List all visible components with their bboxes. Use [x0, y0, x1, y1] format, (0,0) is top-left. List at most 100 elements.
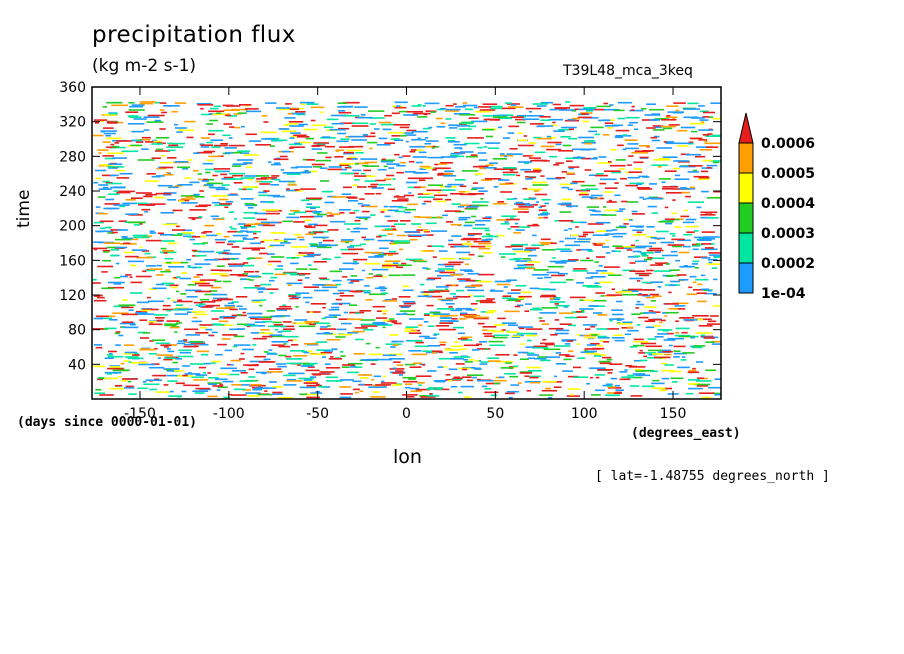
field-streak — [451, 345, 463, 348]
field-streak — [331, 196, 346, 198]
field-streak — [340, 172, 354, 175]
field-streak — [265, 102, 277, 104]
field-streak — [507, 106, 524, 108]
field-streak — [168, 144, 179, 147]
field-streak — [645, 296, 655, 299]
field-streak — [189, 238, 195, 241]
field-streak — [654, 251, 661, 253]
field-streak — [433, 290, 450, 292]
field-streak — [216, 265, 225, 267]
field-streak — [152, 287, 167, 290]
field-streak — [680, 359, 687, 361]
field-streak — [628, 171, 642, 173]
field-streak — [319, 371, 335, 373]
field-streak — [615, 247, 624, 249]
field-streak — [486, 238, 493, 241]
field-streak — [328, 358, 342, 360]
field-streak — [274, 240, 284, 242]
field-streak — [668, 308, 678, 310]
field-streak — [504, 373, 516, 375]
field-streak — [532, 307, 541, 310]
field-streak — [459, 318, 467, 320]
field-streak — [504, 155, 508, 158]
field-streak — [137, 313, 155, 315]
field-streak — [152, 139, 157, 142]
field-streak — [262, 239, 273, 242]
field-streak — [461, 339, 473, 341]
field-streak — [231, 246, 240, 248]
field-streak — [300, 199, 310, 202]
field-streak — [192, 236, 201, 238]
field-streak — [102, 174, 116, 177]
field-streak — [421, 250, 425, 253]
field-streak — [539, 394, 554, 396]
field-streak — [307, 198, 322, 201]
field-streak — [128, 109, 145, 111]
field-streak — [103, 242, 120, 244]
field-streak — [316, 143, 326, 146]
field-streak — [361, 205, 365, 207]
field-streak — [675, 327, 690, 330]
field-streak — [357, 116, 373, 119]
field-streak — [256, 175, 270, 177]
field-streak — [166, 146, 184, 148]
field-streak — [164, 324, 177, 327]
field-streak — [185, 289, 202, 292]
field-streak — [179, 277, 192, 280]
field-streak — [643, 312, 656, 314]
field-streak — [695, 332, 712, 334]
field-streak — [364, 193, 375, 195]
field-streak — [635, 370, 645, 372]
field-streak — [93, 241, 104, 243]
field-streak — [306, 103, 319, 105]
field-streak — [425, 110, 437, 112]
field-streak — [312, 166, 322, 168]
field-streak — [178, 200, 185, 202]
field-streak — [605, 239, 610, 242]
field-streak — [407, 177, 424, 180]
field-streak — [595, 210, 601, 213]
field-streak — [145, 379, 163, 381]
field-streak — [666, 115, 671, 117]
field-streak — [462, 102, 468, 104]
field-streak — [481, 179, 492, 181]
field-streak — [256, 287, 266, 289]
field-streak — [679, 165, 696, 168]
field-streak — [97, 317, 112, 320]
field-streak — [689, 122, 705, 125]
field-streak — [111, 104, 128, 107]
field-streak — [601, 214, 617, 216]
field-streak — [244, 203, 255, 205]
field-streak — [92, 282, 101, 284]
field-streak — [402, 285, 410, 288]
field-streak — [619, 208, 626, 210]
field-streak — [683, 233, 692, 236]
field-streak — [336, 140, 349, 143]
field-streak — [343, 186, 352, 189]
field-streak — [641, 253, 647, 255]
field-streak — [439, 317, 453, 319]
field-streak — [567, 388, 581, 390]
field-streak — [468, 294, 473, 297]
field-streak — [116, 140, 132, 142]
field-streak — [703, 337, 715, 339]
field-streak — [475, 219, 491, 222]
field-streak — [396, 171, 404, 174]
field-streak — [392, 178, 396, 180]
field-streak — [643, 355, 647, 358]
field-streak — [582, 285, 599, 287]
field-streak — [247, 257, 256, 260]
field-streak — [160, 166, 174, 169]
field-streak — [249, 360, 267, 363]
field-streak — [415, 172, 423, 174]
field-streak — [176, 300, 193, 303]
field-streak — [355, 312, 360, 315]
field-streak — [245, 105, 250, 107]
field-streak — [648, 196, 658, 199]
field-streak — [636, 183, 643, 185]
field-streak — [612, 235, 623, 238]
field-streak — [223, 123, 232, 125]
field-streak — [176, 342, 186, 345]
field-streak — [338, 318, 352, 320]
field-streak — [462, 122, 474, 125]
